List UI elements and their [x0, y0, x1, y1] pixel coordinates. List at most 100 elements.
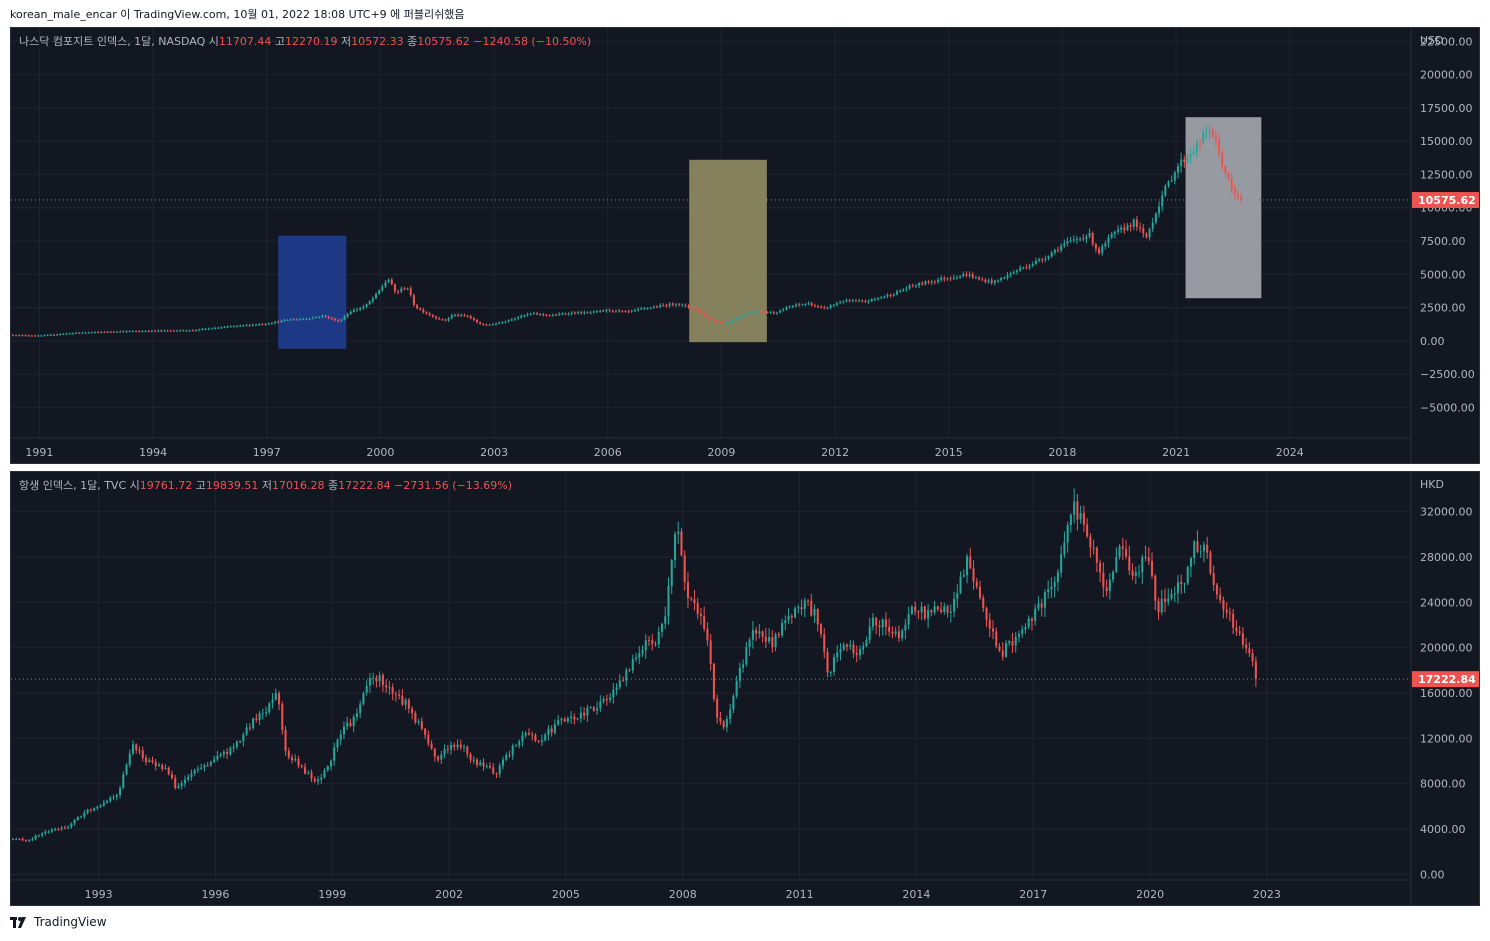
candle-body[interactable] [213, 759, 216, 763]
candle-body[interactable] [969, 556, 972, 569]
candle-body[interactable] [144, 757, 148, 762]
candle-body[interactable] [1135, 219, 1138, 228]
candle-body[interactable] [602, 310, 605, 312]
candle-body[interactable] [195, 330, 198, 332]
candle-body[interactable] [764, 636, 767, 642]
candle-body[interactable] [1019, 268, 1022, 271]
candle-body[interactable] [974, 277, 977, 279]
candle-body[interactable] [501, 322, 504, 324]
candle-body[interactable] [255, 718, 258, 720]
candle-body[interactable] [60, 827, 63, 830]
candle-body[interactable] [803, 600, 806, 610]
candle-body[interactable] [1180, 581, 1183, 585]
candle-body[interactable] [769, 312, 772, 314]
candle-body[interactable] [403, 288, 406, 290]
candle-body[interactable] [131, 744, 135, 754]
candle-body[interactable] [540, 740, 543, 742]
candle-body[interactable] [547, 728, 550, 735]
candle-body[interactable] [819, 624, 823, 635]
candle-body[interactable] [166, 330, 169, 332]
candle-body[interactable] [1132, 219, 1135, 227]
candle-body[interactable] [576, 718, 579, 720]
candle-body[interactable] [573, 312, 576, 314]
candle-body[interactable] [294, 758, 297, 761]
candle-body[interactable] [333, 747, 336, 761]
candle-body[interactable] [1086, 524, 1089, 537]
candle-body[interactable] [57, 828, 60, 830]
candle-body[interactable] [987, 280, 990, 283]
candle-body[interactable] [820, 306, 823, 308]
candle-body[interactable] [97, 332, 100, 334]
candle-body[interactable] [508, 755, 511, 757]
candle-body[interactable] [784, 620, 787, 624]
candle-body[interactable] [406, 288, 409, 290]
candle-body[interactable] [725, 718, 728, 728]
candle-body[interactable] [27, 335, 30, 337]
candle-body[interactable] [817, 305, 820, 307]
candle-body[interactable] [1066, 241, 1069, 244]
candle-body[interactable] [18, 335, 21, 337]
candle-body[interactable] [1098, 248, 1101, 254]
candle-body[interactable] [289, 319, 292, 321]
candle-body[interactable] [845, 644, 848, 647]
candle-body[interactable] [343, 316, 346, 320]
candle-body[interactable] [881, 619, 884, 628]
candle-body[interactable] [1183, 159, 1186, 162]
candle-body[interactable] [908, 285, 911, 289]
candle-body[interactable] [99, 805, 102, 807]
candle-body[interactable] [673, 534, 677, 561]
candle-body[interactable] [203, 765, 206, 768]
candle-body[interactable] [1154, 575, 1157, 601]
candle-body[interactable] [206, 765, 209, 767]
candle-body[interactable] [356, 309, 359, 311]
candle-body[interactable] [450, 315, 453, 319]
candle-body[interactable] [681, 304, 684, 306]
candle-body[interactable] [340, 319, 343, 322]
candle-body[interactable] [492, 767, 495, 774]
candle-body[interactable] [84, 332, 87, 334]
candle-body[interactable] [677, 531, 680, 535]
candle-body[interactable] [1066, 525, 1069, 543]
candle-body[interactable] [437, 756, 440, 760]
candle-body[interactable] [781, 623, 784, 636]
candle-body[interactable] [861, 300, 864, 302]
candle-body[interactable] [1056, 572, 1059, 582]
candle-body[interactable] [1000, 278, 1003, 281]
candle-body[interactable] [891, 631, 894, 634]
candle-body[interactable] [65, 333, 68, 335]
candle-body[interactable] [1238, 631, 1241, 634]
candle-body[interactable] [87, 332, 90, 334]
candle-body[interactable] [697, 308, 700, 311]
candle-body[interactable] [794, 608, 797, 618]
candle-body[interactable] [1063, 542, 1066, 555]
candle-body[interactable] [545, 314, 548, 316]
candle-body[interactable] [1053, 249, 1056, 253]
candle-body[interactable] [232, 326, 235, 328]
candle-body[interactable] [788, 306, 791, 308]
candle-body[interactable] [732, 696, 735, 710]
candle-body[interactable] [839, 649, 842, 653]
candle-body[interactable] [712, 319, 715, 321]
candle-body[interactable] [511, 745, 514, 756]
candle-body[interactable] [722, 721, 725, 728]
candle-body[interactable] [940, 609, 943, 613]
candle-body[interactable] [90, 332, 93, 334]
candle-body[interactable] [1043, 592, 1046, 608]
candle-body[interactable] [1209, 552, 1212, 574]
candle-body[interactable] [660, 623, 664, 632]
candle-body[interactable] [355, 713, 358, 717]
candle-body[interactable] [627, 311, 630, 313]
candle-body[interactable] [804, 304, 807, 306]
candle-body[interactable] [1214, 137, 1217, 141]
candle-body[interactable] [457, 314, 460, 316]
candle-body[interactable] [772, 312, 775, 314]
candle-body[interactable] [813, 609, 816, 616]
candle-body[interactable] [44, 831, 47, 834]
candle-body[interactable] [119, 788, 122, 795]
candle-body[interactable] [1004, 643, 1008, 657]
candle-body[interactable] [50, 829, 53, 832]
candle-body[interactable] [570, 716, 573, 718]
candle-body[interactable] [297, 758, 300, 766]
candle-body[interactable] [716, 698, 719, 718]
candle-body[interactable] [248, 325, 251, 327]
